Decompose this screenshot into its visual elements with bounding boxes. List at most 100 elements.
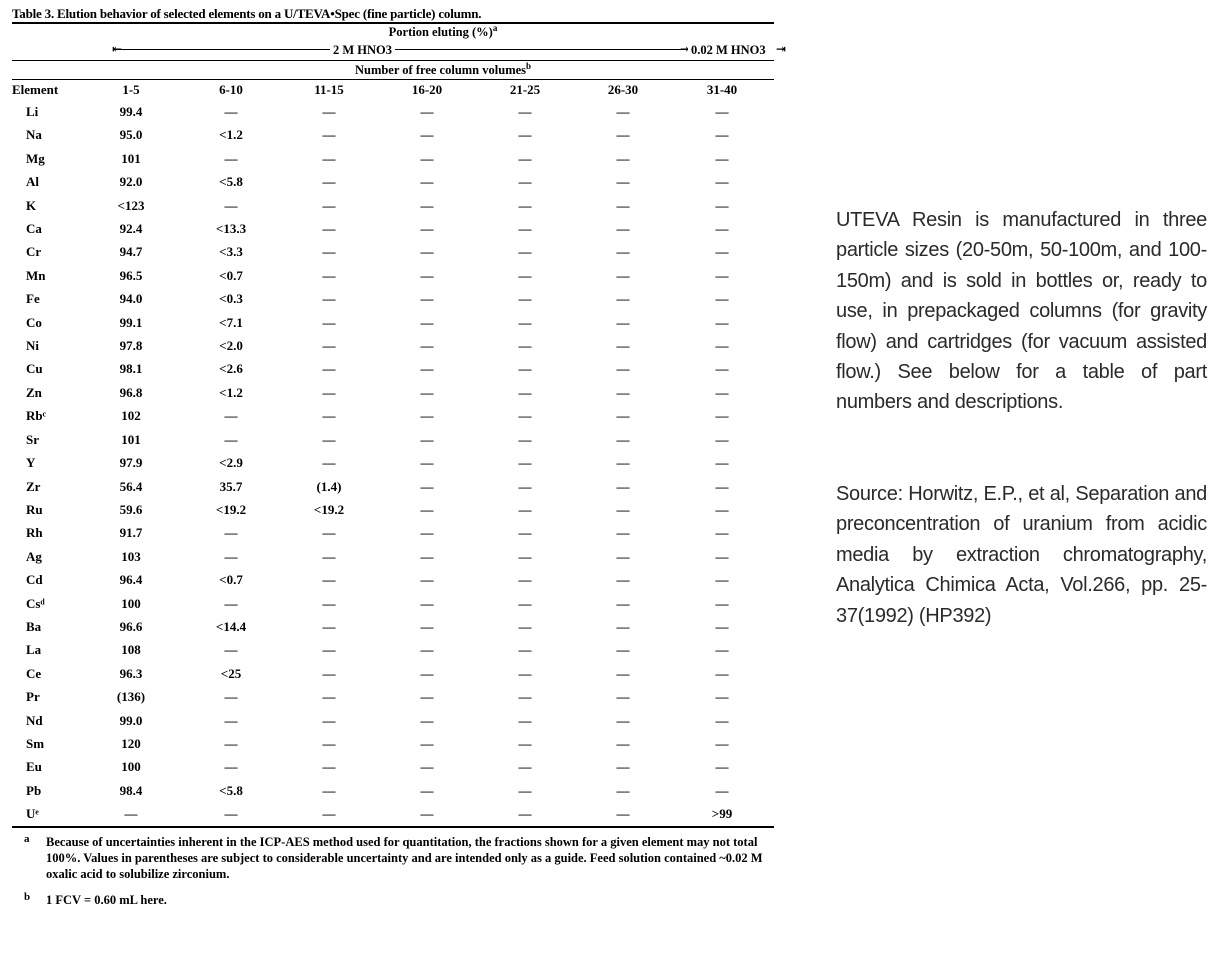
value-cell: — (616, 548, 630, 564)
value-cell: — (518, 455, 532, 471)
value-cell: — (322, 712, 336, 728)
element-cell: Na (26, 127, 42, 143)
element-cell: Pb (26, 782, 42, 798)
value-cell: — (322, 806, 336, 822)
value-cell: — (420, 408, 434, 424)
value-cell: — (224, 197, 238, 213)
value-cell: — (518, 244, 532, 260)
value-cell: — (518, 221, 532, 237)
value-cell: — (616, 689, 630, 705)
element-cell: Nd (26, 712, 43, 728)
value-cell: — (420, 806, 434, 822)
value-cell: — (420, 478, 434, 494)
value-cell: — (616, 291, 630, 307)
table-row: Rbᶜ 102 — — — — — — (12, 404, 772, 427)
resin-description: UTEVA Resin is manufactured in three par… (836, 209, 1207, 414)
value-cell: — (518, 548, 532, 564)
table-row: K <123 — — — — — — (12, 194, 772, 217)
value-cell: — (616, 572, 630, 588)
value-cell: — (518, 127, 532, 143)
table-row: Mg 101 — — — — — — (12, 147, 772, 170)
value-cell: — (420, 712, 434, 728)
value-cell: — (715, 314, 729, 330)
value-cell: — (715, 642, 729, 658)
value-cell: — (616, 244, 630, 260)
table-row: Csᵈ 100 — — — — — — (12, 592, 772, 615)
value-cell: — (616, 197, 630, 213)
value-cell: — (616, 665, 630, 681)
value-cell: — (715, 501, 729, 517)
value-cell: 96.8 (119, 384, 143, 400)
element-cell: K (26, 197, 37, 213)
value-cell: — (420, 291, 434, 307)
footnote-a-mark: a (24, 832, 30, 845)
value-cell: — (715, 221, 729, 237)
element-cell: Sm (26, 735, 45, 751)
value-cell: — (224, 150, 238, 166)
fcv-rule (12, 79, 774, 80)
value-cell: — (224, 548, 238, 564)
value-cell: — (715, 548, 729, 564)
value-cell: >99 (711, 806, 733, 822)
value-cell: <2.9 (219, 455, 243, 471)
element-cell: Mg (26, 150, 45, 166)
value-cell: — (322, 595, 336, 611)
value-cell: — (715, 267, 729, 283)
table-title: Table 3. Elution behavior of selected el… (12, 6, 482, 21)
col-header: 1-5 (122, 82, 140, 97)
value-cell: — (715, 291, 729, 307)
col-header: 31-40 (706, 82, 738, 97)
value-cell: — (518, 267, 532, 283)
value-cell: — (420, 525, 434, 541)
eluent2-label: 0.02 M HNO3 (688, 43, 769, 57)
value-cell: — (715, 689, 729, 705)
value-cell: 98.4 (119, 782, 143, 798)
value-cell: 94.0 (119, 291, 143, 307)
value-cell: — (715, 104, 729, 119)
value-cell: — (715, 384, 729, 400)
element-cell: Ce (26, 665, 42, 681)
element-cell: Pr (26, 689, 40, 705)
value-cell: 102 (121, 408, 141, 424)
value-cell: — (518, 806, 532, 822)
value-cell: 91.7 (119, 525, 143, 541)
value-cell: — (124, 806, 138, 822)
value-cell: — (715, 174, 729, 190)
value-cell: — (715, 782, 729, 798)
value-cell: — (518, 478, 532, 494)
value-cell: — (322, 221, 336, 237)
value-cell: — (616, 478, 630, 494)
value-cell: — (420, 455, 434, 471)
value-cell: 98.1 (119, 361, 143, 377)
value-cell: — (715, 572, 729, 588)
value-cell: — (518, 782, 532, 798)
element-cell: Ag (26, 548, 42, 564)
element-cell: Co (26, 314, 42, 330)
value-cell: <13.3 (215, 221, 247, 237)
footnote-b-text: 1 FCV = 0.60 mL here. (46, 892, 167, 907)
element-cell: Li (26, 104, 39, 119)
value-cell: 35.7 (219, 478, 243, 494)
value-cell: — (518, 759, 532, 775)
value-cell: — (518, 525, 532, 541)
table-row: Cu 98.1 <2.6 — — — — — (12, 357, 772, 380)
value-cell: — (616, 806, 630, 822)
value-cell: — (322, 384, 336, 400)
value-cell: — (616, 759, 630, 775)
value-cell: — (616, 338, 630, 354)
value-cell: — (518, 712, 532, 728)
value-cell: — (224, 712, 238, 728)
value-cell: — (420, 735, 434, 751)
value-cell: 120 (121, 735, 141, 751)
table-row: Ba 96.6 <14.4 — — — — — (12, 615, 772, 638)
value-cell: — (715, 759, 729, 775)
value-cell: 56.4 (119, 478, 143, 494)
value-cell: — (322, 431, 336, 447)
element-cell: Mn (26, 267, 46, 283)
value-cell: — (518, 618, 532, 634)
value-cell: — (420, 595, 434, 611)
col-header: 6-10 (219, 82, 243, 97)
top-rule (12, 22, 774, 24)
value-cell: — (224, 735, 238, 751)
value-cell: — (420, 361, 434, 377)
